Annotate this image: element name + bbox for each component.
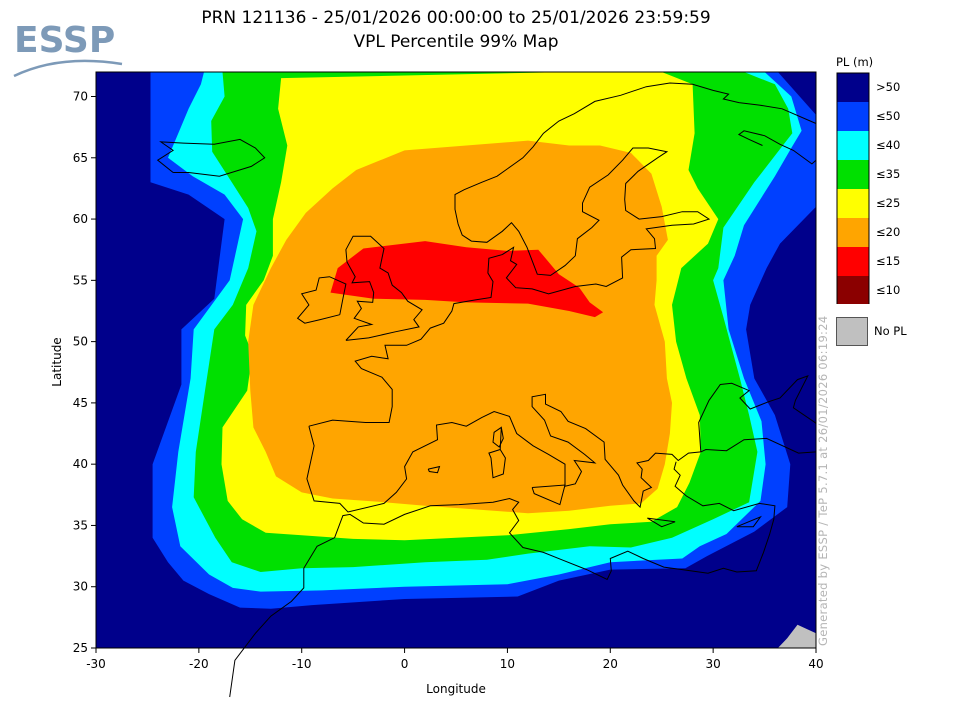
legend-label: ≤40 <box>876 138 901 152</box>
essp-logo: ESSP <box>13 20 123 78</box>
legend-title: PL (m) <box>836 55 874 69</box>
x-tick-label: -10 <box>292 657 312 671</box>
y-axis-label: Latitude <box>50 337 64 387</box>
legend-border <box>836 72 870 304</box>
legend-label: ≤10 <box>876 283 901 297</box>
longitude-axis: -30 -20 -10 0 10 20 30 40 <box>86 648 824 671</box>
y-tick-label: 55 <box>73 273 88 287</box>
legend-swatch <box>837 160 869 189</box>
x-tick-label: 20 <box>603 657 618 671</box>
x-axis-label: Longitude <box>426 682 486 696</box>
y-tick-label: 70 <box>73 90 88 104</box>
x-tick-label: -30 <box>86 657 106 671</box>
pl-zones <box>96 72 816 648</box>
zone-le-15 <box>330 241 604 318</box>
coastline-white-sea <box>737 130 817 165</box>
x-tick-label: 40 <box>808 657 823 671</box>
legend-swatch <box>837 131 869 160</box>
zone-le-20 <box>248 140 672 514</box>
coastline-cyprus <box>736 515 762 528</box>
no-pl-swatch <box>836 317 868 346</box>
map-subtitle: VPL Percentile 99% Map <box>353 32 559 52</box>
x-tick-label: -20 <box>189 657 209 671</box>
legend-swatch <box>837 276 869 304</box>
y-tick-label: 60 <box>73 212 88 226</box>
legend-label: ≤20 <box>876 225 901 239</box>
coastline-baleares <box>427 465 441 474</box>
logo-swoosh <box>13 59 123 78</box>
coastline-iceland <box>156 138 266 177</box>
coastline-crete <box>647 517 676 528</box>
legend-swatch <box>837 247 869 276</box>
legend-label: ≤25 <box>876 196 901 210</box>
coastline-sicily <box>531 484 566 506</box>
coastline-great-britain <box>345 235 423 341</box>
x-tick-label: 30 <box>706 657 721 671</box>
latitude-axis: 25 30 35 40 45 50 55 60 65 70 <box>73 90 96 655</box>
legend-label: ≤50 <box>876 109 901 123</box>
legend-label: ≤35 <box>876 167 901 181</box>
y-tick-label: 50 <box>73 335 88 349</box>
logo-text: ESSP <box>14 20 115 61</box>
x-tick-label: 0 <box>401 657 409 671</box>
coastline-ireland <box>296 276 347 324</box>
coastline-black-sea-north <box>698 375 817 452</box>
legend-colorbar <box>836 72 870 304</box>
coastlines <box>156 82 817 698</box>
y-tick-label: 65 <box>73 151 88 165</box>
legend-label: >50 <box>876 80 901 94</box>
coastline-iberia-france-italy-balkans <box>306 393 817 513</box>
coastline-biscay-channel-north-sea <box>308 82 817 427</box>
generated-by-credit: Generated by ESSP / TeP 5.7.1 at 26/01/2… <box>816 315 830 646</box>
no-pl-area <box>777 624 816 648</box>
map-title: PRN 121136 - 25/01/2026 00:00:00 to 25/0… <box>201 8 711 28</box>
legend-swatch <box>837 218 869 247</box>
legend-swatch <box>837 73 869 102</box>
coastline-north-africa <box>229 461 776 698</box>
y-tick-label: 30 <box>73 580 88 594</box>
x-tick-label: 10 <box>500 657 515 671</box>
legend-swatch <box>837 189 869 218</box>
y-tick-label: 45 <box>73 396 88 410</box>
y-tick-label: 35 <box>73 518 88 532</box>
legend-swatch <box>837 102 869 131</box>
y-tick-label: 40 <box>73 457 88 471</box>
map-frame <box>95 71 817 649</box>
coastline-corsica-sardinia <box>488 426 506 479</box>
y-tick-label: 25 <box>73 641 88 655</box>
no-pl-label: No PL <box>874 324 907 338</box>
legend-label: ≤15 <box>876 254 901 268</box>
